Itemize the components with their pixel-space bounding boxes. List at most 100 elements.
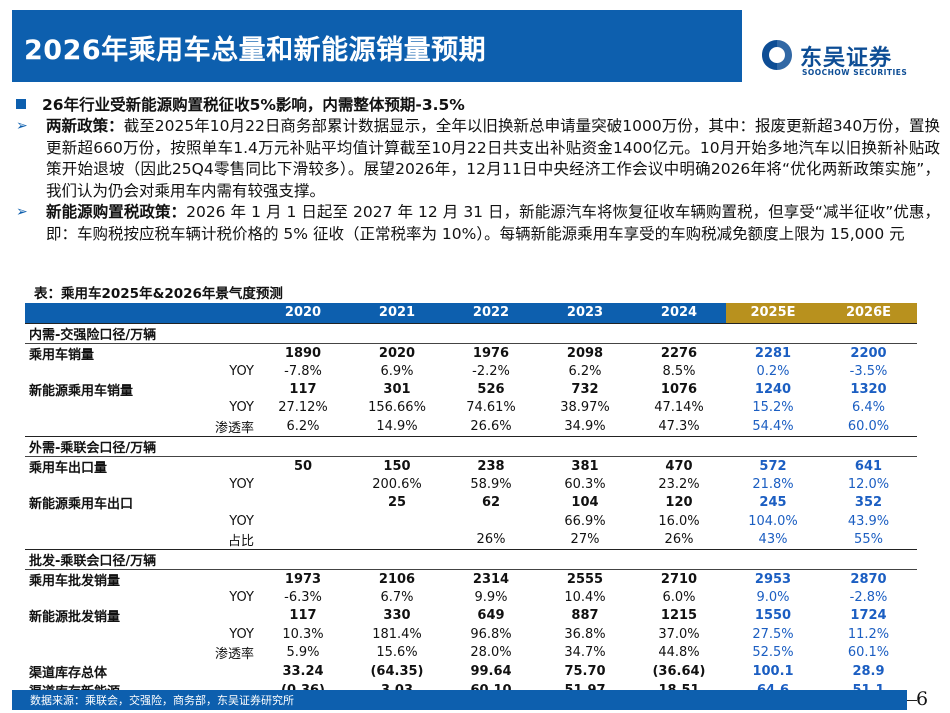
table-cell: 150 [383,458,411,474]
table-cell: 37.0% [658,626,700,642]
table-cell: 2953 [754,571,792,587]
table-cell: 887 [571,608,599,624]
table-row: 新能源批发销量 117 330 649 887 1215 1550 1724 [25,606,917,625]
table-cell: 6.2% [568,363,602,379]
table-row: 渗透率 6.2% 14.9% 26.6% 34.9% 47.3% 54.4% 60.0% [25,417,917,437]
table-cell: 6.9% [380,363,414,379]
table-cell: 75.70 [564,664,606,680]
table-cell: 6.2% [286,418,320,434]
table-cell: -6.3% [284,590,322,606]
table-cell: 21.8% [752,476,794,492]
row-label-spacer [25,589,158,607]
table-cell: 26% [476,531,506,547]
table-cell: 99.64 [470,664,512,680]
row-label-spacer [25,512,158,530]
policy-text: 截至2025年10月22日商务部累计数据显示，全年以旧换新总申请量突破1000万… [46,117,940,200]
section-empty-cell [256,322,350,344]
table-cell: 156.66% [368,400,426,416]
arrow-bullet-icon: ➢ [16,204,28,220]
table-cell: 117 [289,382,317,398]
table-cell: 28.0% [470,645,512,661]
table-section-row: 外需-乘联会口径/万辆 [25,435,917,457]
table-cell: 50 [293,458,313,474]
table-cell: 6.0% [662,590,696,606]
row-label-spacer [25,476,158,494]
soochow-logo-icon [762,40,792,70]
table-cell: 352 [854,495,883,511]
page-title: 2026年乘用车总量和新能源销量预期 [24,35,487,66]
table-cell: 2276 [660,345,698,361]
row-label-spacer [25,625,158,643]
section-empty-cell [350,435,444,457]
table-cell [256,530,350,550]
table-cell: 66.9% [564,513,606,529]
table-cell: 16.0% [658,513,700,529]
table-cell: 43% [758,531,788,547]
row-sublabel: YOY [229,590,254,606]
policy-lead: 新能源购置税政策： [46,203,187,221]
table-cell: 28.9 [852,664,885,680]
table-cell: (36.64) [652,664,706,680]
section-empty-cell [256,548,350,570]
table-cell: 1976 [472,345,510,361]
table-cell: 2106 [378,571,416,587]
table-cell: -2.2% [472,363,510,379]
page-number: 6 [916,688,929,710]
row-label: 新能源批发销量 [29,610,121,626]
header-year-2020: 2020 [256,303,350,323]
row-label-spacer [158,662,256,681]
policy-lead: 两新政策： [46,117,124,135]
row-label-spacer [25,643,158,662]
table-row: 乘用车出口量 50 150 238 381 470 572 641 [25,456,917,476]
section-empty-cell [820,322,917,344]
table-cell: 732 [571,382,599,398]
logo-english-name: SOOCHOW SECURITIES [802,68,908,77]
row-sublabel: YOY [229,476,254,492]
row-label: 渠道库存总体 [29,666,108,682]
table-cell: 9.9% [474,590,508,606]
table-cell: 52.5% [752,645,794,661]
row-label-spacer [25,530,158,550]
table-section-row: 批发-乘联会口径/万辆 [25,548,917,570]
table-cell: 62 [481,495,501,511]
table-cell: 27% [570,531,600,547]
table-cell [256,476,350,494]
header-year-2026e: 2026E [820,303,917,323]
table-cell [256,493,350,512]
table-cell: 2020 [378,345,416,361]
row-label-spacer [158,456,256,476]
table-cell: 60.3% [564,476,606,492]
section-empty-cell [726,435,820,457]
row-sublabel: YOY [229,363,254,379]
table-cell: 44.8% [658,645,700,661]
section-empty-cell [538,548,632,570]
table-cell: 14.9% [376,418,418,434]
table-cell: 60.1% [847,645,890,661]
policy-point-two-new: ➢ 两新政策：截至2025年10月22日商务部累计数据显示，全年以旧换新总申请量… [14,116,940,202]
section-empty-cell [350,322,444,344]
table-cell: 2870 [850,571,887,587]
table-cell: 649 [477,608,505,624]
table-row: 乘用车销量 1890 2020 1976 2098 2276 2281 2200 [25,343,917,363]
row-label-spacer [158,606,256,625]
row-label: 乘用车销量 [29,347,95,363]
policy-text: 2026 年 1 月 1 日起至 2027 年 12 月 31 日，新能源汽车将… [46,203,940,243]
table-cell: 2710 [660,571,698,587]
table-row: YOY 27.12% 156.66% 74.61% 38.97% 47.14% 15.2% 6… [25,399,917,417]
table-cell: 572 [759,458,787,474]
table-cell: 526 [477,382,505,398]
table-cell: 26% [664,531,694,547]
table-cell: 117 [289,608,317,624]
section-empty-cell [350,548,444,570]
header-year-2021: 2021 [350,303,444,323]
table-cell: 60.0% [847,418,890,434]
row-label-spacer [158,569,256,589]
table-cell: 34.7% [564,645,606,661]
table-cell: 47.3% [658,418,700,434]
row-label-spacer [25,417,158,437]
table-cell: 2555 [566,571,604,587]
table-row: YOY -7.8% 6.9% -2.2% 6.2% 8.5% 0.2% -3.5% [25,363,917,381]
table-cell: 1240 [754,382,792,398]
section-empty-cell [632,435,726,457]
forecast-table: 2020 2021 2022 2023 2024 2025E 2026E 内需-交强险口径/… [25,303,917,702]
